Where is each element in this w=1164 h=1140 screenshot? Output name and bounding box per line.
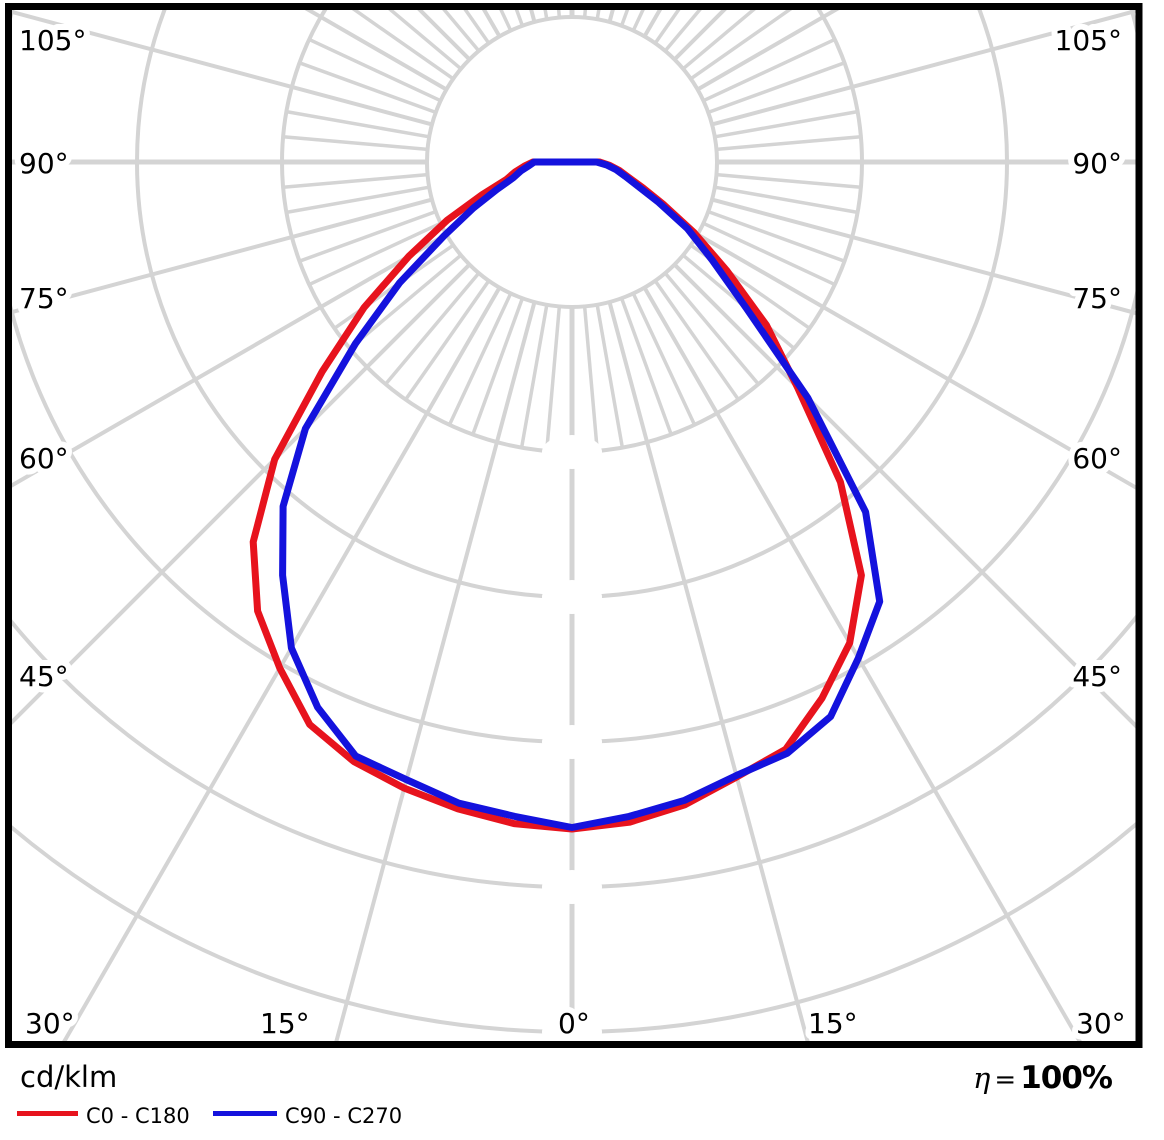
angle-label-left: 45° <box>19 660 69 693</box>
angle-label-bottom: 30° <box>1076 1007 1126 1040</box>
angle-label-left: 105° <box>19 24 86 57</box>
angle-label-bottom: 0° <box>558 1007 590 1040</box>
axis-value-gaps <box>542 435 602 1042</box>
legend-swatch-c90-c270-line <box>213 1111 277 1116</box>
legend-swatch-c0-c180-line <box>17 1111 78 1116</box>
efficiency-equals: = <box>994 1065 1017 1095</box>
efficiency-value: 100% <box>1020 1060 1113 1096</box>
angle-label-bottom: 15° <box>808 1007 858 1040</box>
unit-label: cd/klm <box>20 1060 118 1094</box>
plot-frame <box>5 3 1143 1048</box>
axis-angle-labels: 105° 90° 75° 60° 45° 105° 90° 75° 60° 45° 30° 15° 0°… <box>13 18 1132 1046</box>
angle-label-left: 75° <box>19 282 69 315</box>
angle-label-left: 90° <box>19 147 69 180</box>
angle-label-right: 105° <box>1055 24 1122 57</box>
angle-label-right: 60° <box>1072 442 1122 475</box>
intensity-curves <box>249 158 884 833</box>
efficiency-label: η = 100% <box>973 1060 1113 1096</box>
efficiency-eta-symbol: η <box>973 1061 991 1095</box>
angle-label-bottom: 15° <box>260 1007 310 1040</box>
legend-label-c90-c270: C90 - C270 <box>285 1104 403 1128</box>
legend-label-c0-c180: C0 - C180 <box>86 1104 190 1128</box>
angle-label-bottom: 30° <box>25 1007 75 1040</box>
minor-angle-ticks <box>282 10 862 452</box>
curve-c90-c270 <box>279 158 884 831</box>
angle-label-left: 60° <box>19 442 69 475</box>
angle-label-right: 90° <box>1072 147 1122 180</box>
angle-label-right: 75° <box>1072 282 1122 315</box>
angle-label-right: 45° <box>1072 660 1122 693</box>
